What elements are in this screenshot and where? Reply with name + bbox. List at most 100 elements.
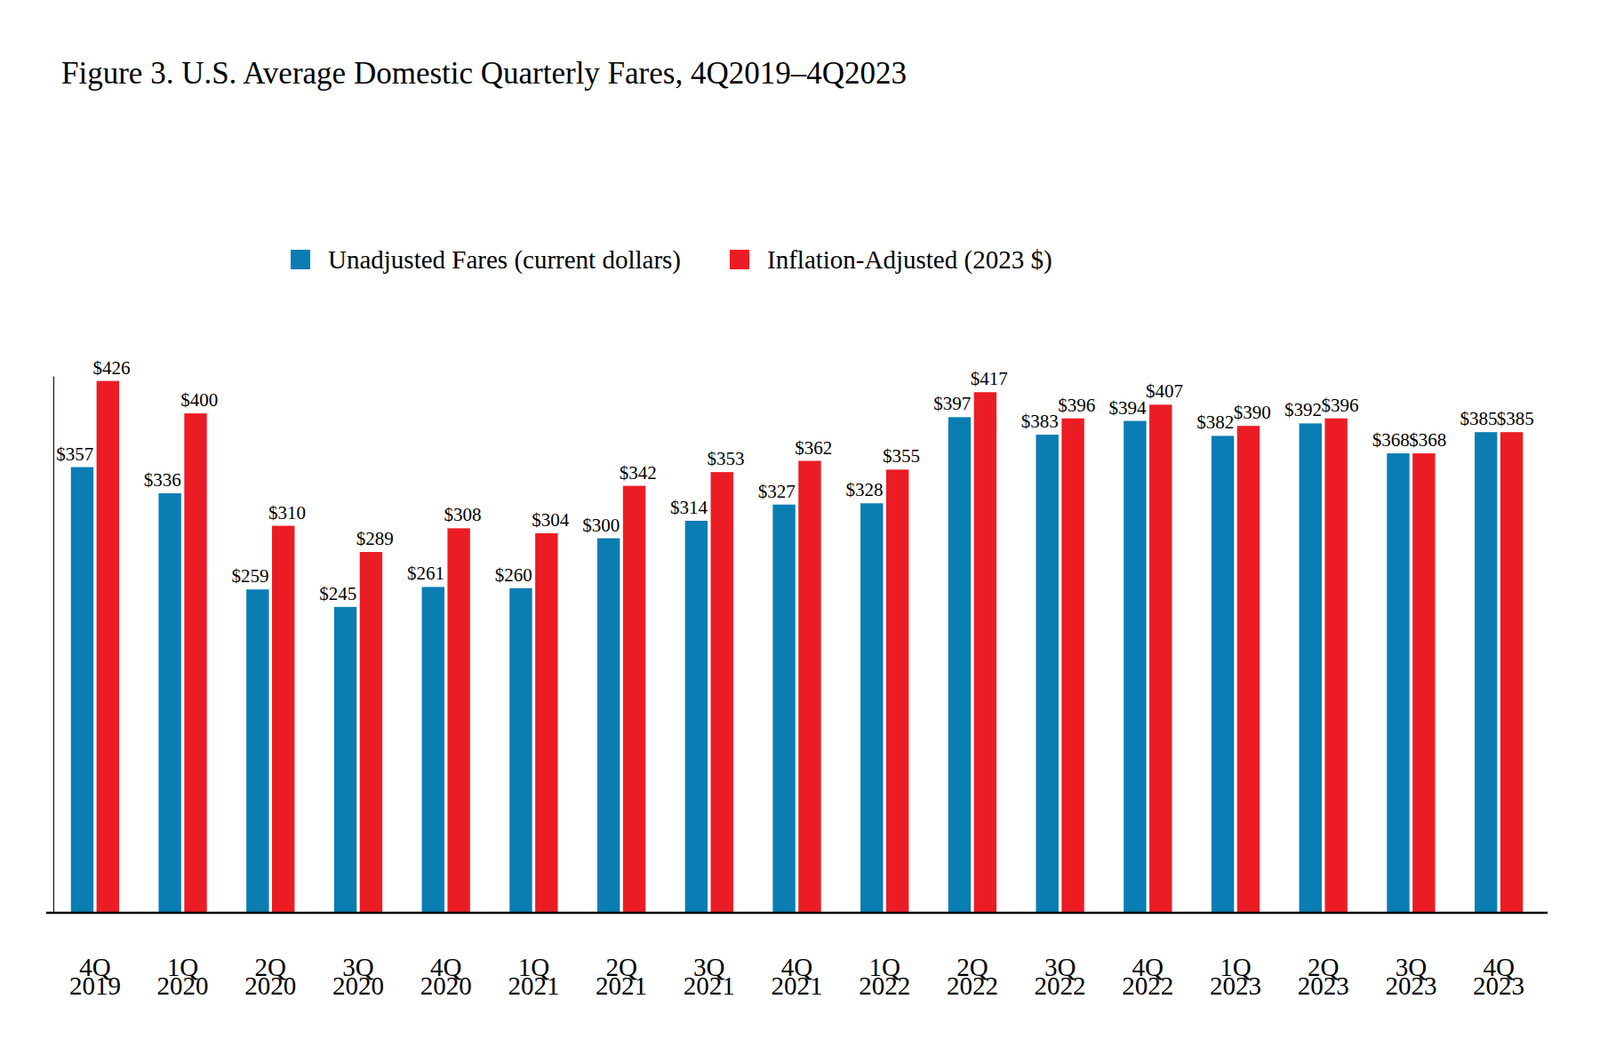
bar xyxy=(685,520,708,913)
data-label: $355 xyxy=(882,445,920,467)
bar xyxy=(860,503,883,913)
bar xyxy=(597,538,620,913)
x-tick-label: 3Q2023 xyxy=(1384,952,1437,1000)
data-label: $382 xyxy=(1196,411,1234,433)
bar xyxy=(1061,418,1084,913)
data-label: $336 xyxy=(144,469,182,491)
x-tick-label: 1Q2021 xyxy=(507,952,560,1000)
bar xyxy=(1299,423,1322,913)
bar xyxy=(158,493,181,913)
x-tick-label-line: 2019 xyxy=(69,971,121,1000)
data-label: $357 xyxy=(56,443,94,465)
x-axis-line xyxy=(46,912,1548,915)
x-tick: 3Q2021 xyxy=(683,912,736,1000)
bar xyxy=(1035,434,1058,913)
x-tick-label: 2Q2021 xyxy=(595,952,648,1000)
x-tick-label: 2Q2020 xyxy=(244,952,296,1000)
bar xyxy=(623,486,646,913)
x-tick-label-line: 2023 xyxy=(1297,971,1350,1000)
data-label: $368 xyxy=(1408,429,1447,451)
bar xyxy=(96,381,120,913)
bar xyxy=(71,467,94,913)
x-tick: 2Q2020 xyxy=(244,912,296,1000)
x-tick-label-line: 2021 xyxy=(595,971,648,1000)
x-tick-label-line: 2020 xyxy=(157,971,209,1000)
data-label: $304 xyxy=(531,509,570,531)
data-label: $396 xyxy=(1320,394,1359,416)
data-label: $385 xyxy=(1496,408,1535,430)
x-tick-label: 4Q2019 xyxy=(69,952,121,1000)
bar xyxy=(535,533,558,913)
x-tick: 3Q2020 xyxy=(332,912,384,1000)
data-label: $426 xyxy=(93,357,131,379)
bar xyxy=(1211,435,1234,913)
data-label: $383 xyxy=(1021,410,1059,432)
data-label: $300 xyxy=(582,514,620,536)
bar xyxy=(1386,453,1409,913)
data-label: $362 xyxy=(794,437,832,459)
chart-title: Figure 3. U.S. Average Domestic Quarterl… xyxy=(61,56,907,91)
data-label: $314 xyxy=(670,496,709,519)
data-label: $289 xyxy=(356,528,394,550)
data-label: $342 xyxy=(619,462,657,484)
data-label: $260 xyxy=(495,564,533,586)
x-tick: 4Q2020 xyxy=(420,912,472,1000)
legend-swatch xyxy=(290,249,311,270)
legend-label: Inflation-Adjusted (2023 $) xyxy=(767,245,1053,275)
legend-swatch xyxy=(729,249,750,270)
data-label: $400 xyxy=(180,389,218,411)
data-labels: $357 $336 $259 $245 $261 $260 $300 $314 $327 $328… xyxy=(56,357,1535,605)
bar xyxy=(886,469,909,913)
bar xyxy=(447,528,470,913)
data-label: $385 xyxy=(1459,408,1497,430)
data-label: $261 xyxy=(407,562,445,584)
x-tick-label: 2Q2023 xyxy=(1297,952,1350,1000)
legend-label: Unadjusted Fares (current dollars) xyxy=(328,245,681,275)
x-tick-label: 4Q2020 xyxy=(420,952,472,1000)
data-label: $259 xyxy=(232,565,270,587)
bar xyxy=(1324,418,1347,913)
x-tick: 1Q2020 xyxy=(157,912,209,1000)
bar xyxy=(360,552,383,913)
y-axis xyxy=(53,376,55,914)
x-tick-label: 4Q2021 xyxy=(771,952,824,1000)
bar xyxy=(798,461,821,913)
x-tick: 3Q2022 xyxy=(1034,912,1087,1000)
bar xyxy=(246,589,269,913)
x-tick: 1Q2021 xyxy=(507,912,560,1000)
data-label: $396 xyxy=(1057,394,1096,416)
data-label: $368 xyxy=(1372,429,1410,451)
x-tick-label-line: 2021 xyxy=(771,971,824,1000)
data-label: $407 xyxy=(1145,380,1184,402)
bar xyxy=(948,416,971,913)
x-tick-label-line: 2020 xyxy=(420,971,472,1000)
bar xyxy=(1474,432,1497,913)
data-label: $327 xyxy=(758,480,796,503)
bar xyxy=(1149,404,1172,913)
data-label: $328 xyxy=(845,479,883,501)
x-tick-label-line: 2021 xyxy=(507,971,560,1000)
data-label: $417 xyxy=(970,368,1008,390)
x-tick-label: 1Q2022 xyxy=(858,952,911,1000)
x-tick-label: 4Q2022 xyxy=(1121,952,1174,1000)
x-tick-label-line: 2022 xyxy=(1034,971,1087,1000)
bar xyxy=(1412,453,1435,913)
bar xyxy=(974,392,997,913)
x-tick-label-line: 2023 xyxy=(1472,971,1525,1000)
x-tick: 2Q2023 xyxy=(1297,912,1350,1000)
x-tick-label: 2Q2022 xyxy=(946,952,999,1000)
data-label: $394 xyxy=(1109,397,1148,419)
x-tick-label-line: 2023 xyxy=(1384,971,1437,1000)
data-label: $353 xyxy=(707,448,745,470)
x-tick-label: 1Q2023 xyxy=(1209,952,1262,1000)
bar xyxy=(772,504,795,913)
bar xyxy=(422,586,445,913)
x-tick-label: 4Q2023 xyxy=(1472,952,1525,1000)
bar xyxy=(334,607,357,913)
y-axis-line xyxy=(53,376,55,914)
x-tick-label: 3Q2020 xyxy=(332,952,384,1000)
data-label: $397 xyxy=(933,392,971,415)
bar xyxy=(184,413,207,913)
bar xyxy=(509,588,532,913)
data-label: $245 xyxy=(319,583,357,605)
